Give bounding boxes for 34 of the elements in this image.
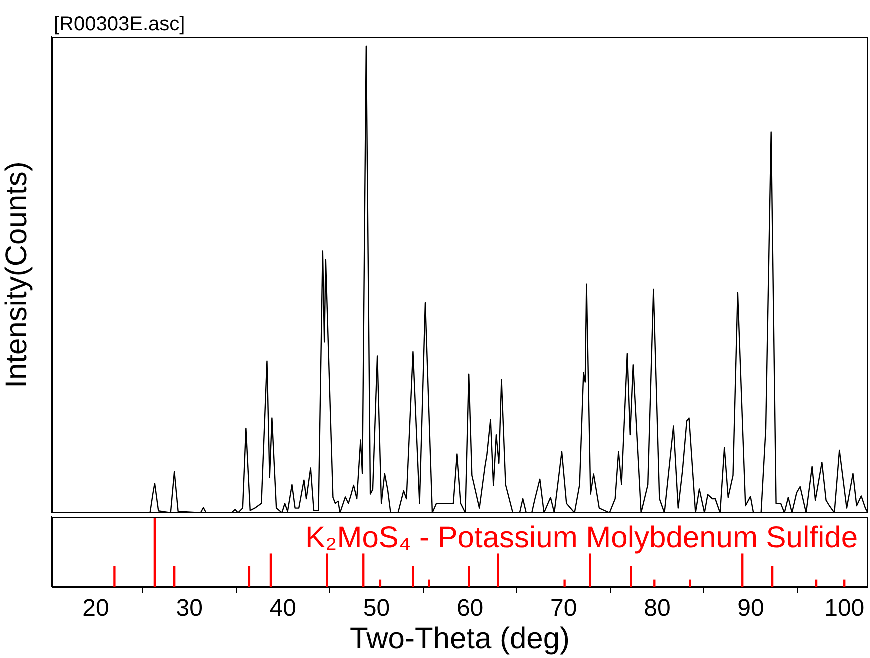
- bar: [248, 566, 251, 587]
- x-tick-label: 50: [363, 595, 390, 622]
- bar: [588, 554, 592, 587]
- x-tick-label: 100: [824, 595, 865, 622]
- y-axis-title: Intensity(Counts): [0, 162, 34, 388]
- bar: [497, 554, 500, 587]
- x-tick-label: 70: [550, 595, 578, 622]
- bar: [654, 580, 656, 587]
- x-tick-label: 60: [456, 595, 484, 622]
- x-axis-title: Two-Theta (deg): [350, 622, 570, 656]
- bar: [844, 580, 846, 587]
- bar: [114, 566, 116, 587]
- x-tick-label: 20: [82, 595, 110, 622]
- x-tick-label: 80: [644, 595, 671, 622]
- bar: [468, 566, 470, 587]
- bar: [428, 580, 430, 587]
- bar: [326, 554, 328, 587]
- bar: [564, 580, 566, 587]
- bar: [154, 518, 156, 587]
- bar: [815, 580, 818, 587]
- bar: [362, 554, 365, 587]
- bar: [742, 554, 744, 587]
- x-tick-label: 40: [270, 595, 296, 622]
- chart-title: [R00303E.asc]: [54, 14, 186, 36]
- bar: [412, 566, 414, 587]
- bar: [689, 580, 692, 587]
- bar: [771, 566, 774, 587]
- bar: [379, 580, 382, 587]
- x-tick-label: 30: [176, 595, 203, 622]
- x-tick-label: 90: [738, 595, 764, 622]
- series-label: K₂MoS₄ - Potassium Molybdenum Sulfide: [306, 521, 858, 554]
- bar: [630, 566, 632, 587]
- bar: [270, 554, 272, 587]
- bar: [174, 566, 176, 587]
